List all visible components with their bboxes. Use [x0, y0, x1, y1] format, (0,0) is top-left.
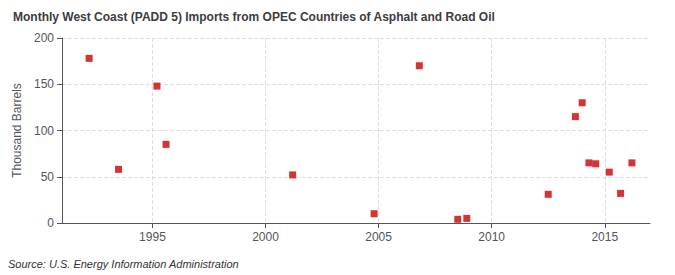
svg-text:Monthly West Coast (PADD 5) Im: Monthly West Coast (PADD 5) Imports from… [13, 10, 495, 24]
svg-text:Source: U.S. Energy Informatio: Source: U.S. Energy Information Administ… [8, 258, 239, 270]
svg-text:100: 100 [34, 124, 54, 138]
svg-text:50: 50 [41, 170, 55, 184]
svg-text:1995: 1995 [139, 230, 166, 244]
svg-text:2000: 2000 [252, 230, 279, 244]
svg-text:2015: 2015 [591, 230, 618, 244]
svg-text:2010: 2010 [478, 230, 505, 244]
svg-text:2005: 2005 [365, 230, 392, 244]
svg-text:150: 150 [34, 77, 54, 91]
svg-text:Thousand Barrels: Thousand Barrels [10, 83, 24, 178]
svg-text:200: 200 [34, 31, 54, 45]
svg-text:0: 0 [47, 216, 54, 230]
